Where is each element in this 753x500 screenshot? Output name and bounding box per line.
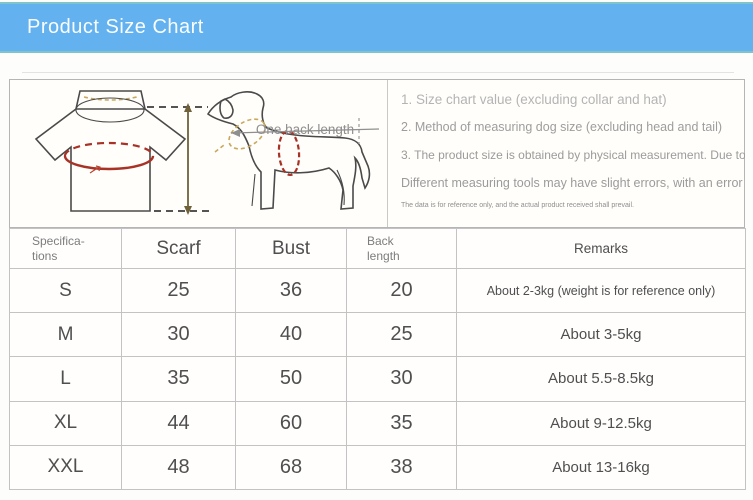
banner: Product Size Chart	[0, 2, 753, 53]
back-length-cell: 35	[346, 400, 457, 446]
back-length-cell: 30	[346, 356, 457, 402]
dog-far-rear-leg	[336, 169, 345, 206]
size-table: Specifica-tions Scarf Bust Back length R…	[9, 228, 746, 491]
size-cell: M	[9, 312, 122, 358]
measure-arrow-up	[184, 103, 192, 112]
table-row: M 30 40 25 About 3-5kg	[9, 312, 746, 358]
table-row: S 25 36 20 About 2-3kg (weight is for re…	[9, 267, 746, 314]
note-line: 1. Size chart value (excluding collar an…	[401, 92, 667, 107]
bust-cell: 50	[235, 356, 347, 402]
note-line: 3. The product size is obtained by physi…	[401, 148, 745, 162]
dog-ear	[219, 98, 234, 119]
header-label: Back length	[367, 233, 400, 263]
note-line: Different measuring tools may have sligh…	[401, 176, 745, 190]
header-back-length: Back length	[346, 228, 457, 269]
bust-cell: 40	[235, 312, 347, 358]
remarks-cell: About 5.5-8.5kg	[456, 356, 746, 402]
remarks-cell: About 9-12.5kg	[456, 400, 746, 446]
measurement-diagram-section: One back length 1. Size chart value (exc…	[9, 79, 745, 228]
back-length-arrow	[231, 129, 240, 137]
bust-measure-dash	[63, 141, 155, 157]
size-cell: XL	[9, 400, 122, 446]
table-header-row: Specifica-tions Scarf Bust Back length R…	[9, 228, 746, 269]
back-length-cell: 20	[346, 267, 457, 314]
back-length-label: One back length	[256, 122, 354, 137]
header-specifications: Specifica-tions	[9, 228, 122, 269]
table-row: XL 44 60 35 About 9-12.5kg	[9, 400, 746, 446]
note-disclaimer: The data is for reference only, and the …	[401, 202, 634, 209]
dog-outline	[206, 91, 371, 210]
measure-arrow-down	[184, 206, 192, 215]
size-cell: S	[9, 267, 122, 314]
neck-measure-ellipse	[228, 118, 266, 150]
collar-outline	[75, 90, 146, 110]
scarf-cell: 44	[121, 400, 236, 446]
table-row: XXL 48 68 38 About 13-16kg	[9, 444, 746, 491]
back-length-line	[230, 128, 380, 134]
bust-measure-ellipse	[277, 129, 301, 177]
header-scarf: Scarf	[121, 228, 236, 269]
page-title: Product Size Chart	[27, 16, 204, 38]
notes-panel: 1. Size chart value (excluding collar an…	[388, 80, 745, 227]
divider-line	[22, 72, 734, 73]
garment-diagram	[34, 90, 211, 215]
panel-divider	[387, 80, 388, 227]
bust-pointer-mark	[89, 165, 101, 174]
scarf-measure-ellipse	[75, 97, 145, 123]
table-row: L 35 50 30 About 5.5-8.5kg	[9, 356, 746, 402]
shirt-outline	[34, 108, 187, 212]
header-bust: Bust	[235, 228, 347, 269]
header-label: Specifica-tions	[32, 233, 85, 263]
dog-far-front-leg	[251, 173, 256, 207]
scarf-cell: 48	[121, 444, 236, 491]
bust-cell: 36	[235, 267, 347, 314]
header-remarks: Remarks	[456, 228, 746, 269]
note-line: 2. Method of measuring dog size (excludi…	[401, 120, 723, 134]
bust-cell: 68	[235, 444, 347, 491]
size-cell: XXL	[9, 444, 122, 491]
back-length-cell: 25	[346, 312, 457, 358]
size-cell: L	[9, 356, 122, 402]
neck-measure-tick	[214, 144, 225, 153]
scarf-cell: 30	[121, 312, 236, 358]
remarks-cell: About 13-16kg	[456, 444, 746, 491]
bust-measure-solid	[63, 155, 155, 171]
dog-diagram: One back length	[206, 91, 380, 210]
back-length-cell: 38	[346, 444, 457, 491]
bust-cell: 60	[235, 400, 347, 446]
scarf-cell: 25	[121, 267, 236, 314]
remarks-cell: About 2-3kg (weight is for reference onl…	[456, 267, 746, 314]
scarf-cell: 35	[121, 356, 236, 402]
remarks-cell: About 3-5kg	[456, 312, 746, 358]
